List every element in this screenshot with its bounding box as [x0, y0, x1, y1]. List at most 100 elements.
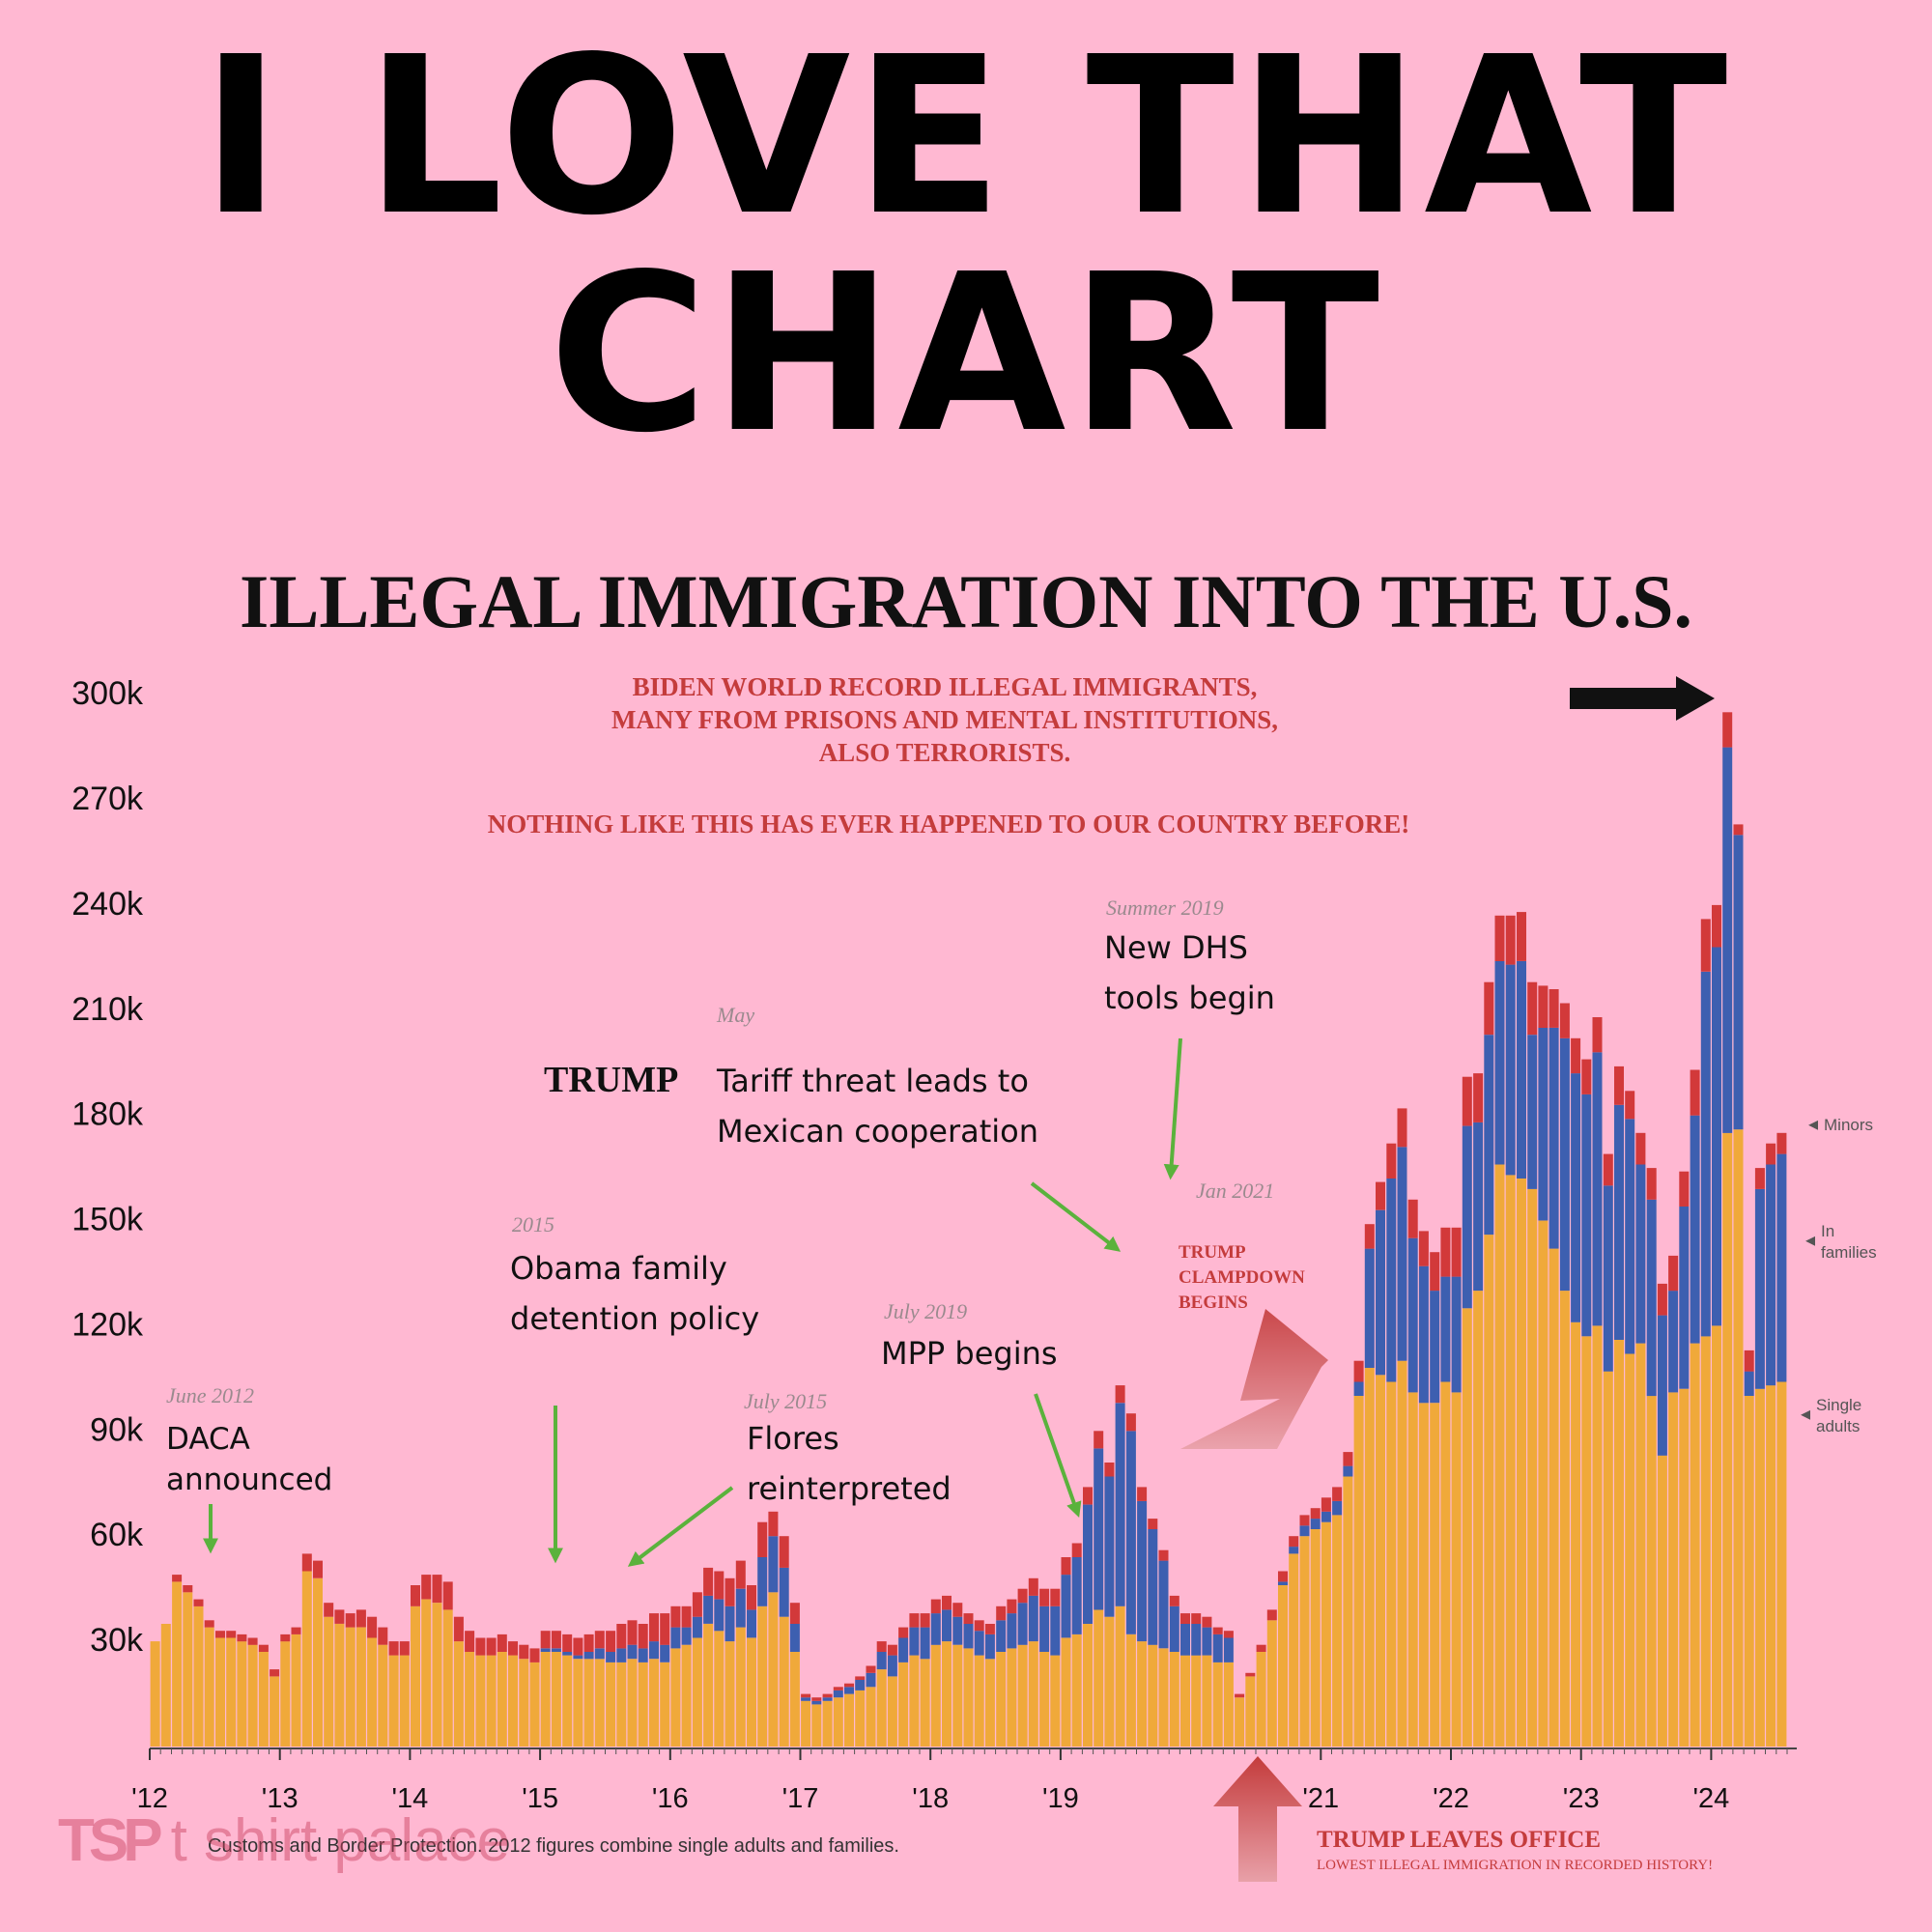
bar-in-families-97 [1202, 1627, 1212, 1656]
y-tick-label: 300k [71, 675, 144, 712]
bar-single-adults-21 [378, 1644, 388, 1747]
bar-minors-94 [1169, 1595, 1179, 1606]
bar-single-adults-125 [1505, 1175, 1516, 1747]
bar-minors-123 [1484, 981, 1494, 1036]
bar-in-families-105 [1289, 1547, 1299, 1554]
bar-minors-25 [421, 1575, 432, 1600]
bar-single-adults-87 [1094, 1609, 1104, 1747]
bar-minors-71 [920, 1613, 930, 1628]
bar-in-families-122 [1473, 1122, 1484, 1292]
bar-minors-143 [1700, 919, 1711, 972]
bar-in-families-144 [1712, 947, 1721, 1326]
bar-minors-15 [313, 1560, 323, 1578]
bar-single-adults-102 [1256, 1652, 1266, 1747]
bar-single-adults-39 [573, 1659, 583, 1747]
bar-single-adults-126 [1517, 1179, 1526, 1747]
bar-minors-58 [779, 1536, 789, 1568]
bar-minors-96 [1191, 1613, 1202, 1624]
bar-minors-100 [1235, 1693, 1245, 1698]
bar-in-families-51 [703, 1595, 714, 1624]
bar-minors-39 [573, 1637, 583, 1656]
bar-in-families-93 [1158, 1560, 1169, 1649]
bar-minors-18 [345, 1613, 355, 1628]
legend-label-1-b: families [1821, 1243, 1877, 1262]
watermark-logo: TSP [58, 1807, 163, 1874]
bar-single-adults-145 [1722, 1132, 1733, 1747]
bar-in-families-36 [540, 1648, 551, 1652]
black-arrow-shaft [1570, 688, 1681, 709]
bar-in-families-147 [1744, 1371, 1754, 1396]
bar-single-adults-0 [150, 1641, 160, 1747]
bar-minors-10 [258, 1644, 269, 1652]
black-arrow-head [1676, 676, 1715, 721]
bar-single-adults-36 [540, 1652, 551, 1747]
bar-minors-99 [1223, 1631, 1234, 1638]
bar-in-families-113 [1376, 1209, 1385, 1376]
bar-minors-52 [714, 1571, 724, 1600]
bar-single-adults-41 [594, 1659, 605, 1747]
bar-single-adults-3 [183, 1592, 193, 1747]
chart-subtitle: ILLEGAL IMMIGRATION INTO THE U.S. [239, 559, 1692, 643]
bar-in-families-123 [1484, 1035, 1494, 1236]
annotation-tariff: Mexican cooperation [717, 1113, 1038, 1150]
bar-in-families-54 [735, 1588, 746, 1628]
bar-in-families-138 [1646, 1199, 1657, 1397]
bar-single-adults-24 [411, 1605, 420, 1747]
bar-single-adults-113 [1376, 1375, 1385, 1747]
annotation-dhs-tools: tools begin [1104, 980, 1275, 1016]
bar-minors-89 [1115, 1385, 1125, 1404]
bar-in-families-60 [801, 1697, 811, 1701]
bar-single-adults-98 [1212, 1662, 1223, 1747]
bar-minors-111 [1353, 1360, 1364, 1382]
bar-minors-24 [411, 1585, 420, 1606]
bar-minors-5 [204, 1620, 214, 1628]
bar-minors-27 [442, 1581, 453, 1610]
bar-single-adults-45 [638, 1662, 648, 1747]
bar-single-adults-85 [1071, 1634, 1082, 1747]
bar-in-families-68 [887, 1655, 897, 1677]
bar-in-families-42 [606, 1652, 616, 1662]
bar-minors-83 [1050, 1588, 1061, 1606]
bar-in-families-73 [942, 1609, 952, 1642]
watermark: TSP t shirt palace [58, 1806, 510, 1875]
bar-single-adults-103 [1266, 1620, 1277, 1747]
bar-minors-19 [355, 1609, 366, 1628]
bar-in-families-43 [616, 1648, 627, 1662]
bar-single-adults-78 [996, 1652, 1007, 1747]
red-note-line: MANY FROM PRISONS AND MENTAL INSTITUTION… [611, 705, 1278, 734]
bar-single-adults-17 [334, 1624, 345, 1747]
bar-minors-135 [1614, 1065, 1624, 1105]
bar-single-adults-118 [1430, 1403, 1440, 1747]
y-tick-label: 30k [90, 1622, 144, 1659]
bar-minors-67 [876, 1641, 887, 1652]
bar-single-adults-54 [735, 1627, 746, 1747]
bar-single-adults-140 [1668, 1392, 1679, 1747]
bar-minors-8 [237, 1634, 247, 1642]
bar-minors-33 [508, 1641, 518, 1656]
watermark-text: t shirt palace [170, 1807, 511, 1874]
bar-in-families-119 [1440, 1276, 1451, 1382]
bar-single-adults-88 [1104, 1616, 1115, 1747]
bar-single-adults-137 [1635, 1343, 1646, 1747]
bar-in-families-134 [1603, 1185, 1613, 1372]
bar-single-adults-108 [1321, 1521, 1331, 1747]
bar-in-families-120 [1451, 1276, 1462, 1393]
bar-in-families-126 [1517, 961, 1526, 1179]
bar-single-adults-64 [844, 1693, 854, 1747]
bar-minors-14 [301, 1553, 312, 1572]
bar-single-adults-61 [811, 1704, 822, 1747]
bar-single-adults-116 [1407, 1392, 1418, 1747]
bar-in-families-50 [692, 1616, 702, 1638]
bar-in-families-76 [974, 1631, 984, 1656]
legend-label-1: In [1821, 1222, 1834, 1240]
bar-minors-29 [465, 1631, 475, 1652]
bar-single-adults-127 [1527, 1188, 1538, 1747]
bar-in-families-65 [855, 1680, 866, 1690]
bar-in-families-56 [757, 1557, 768, 1606]
bar-in-families-146 [1733, 835, 1744, 1130]
annotation-date: July 2019 [884, 1299, 967, 1323]
headline-line-1: I LOVE THAT [200, 11, 1732, 264]
bar-minors-122 [1473, 1073, 1484, 1122]
bar-minors-40 [583, 1634, 594, 1652]
bar-minors-43 [616, 1624, 627, 1649]
